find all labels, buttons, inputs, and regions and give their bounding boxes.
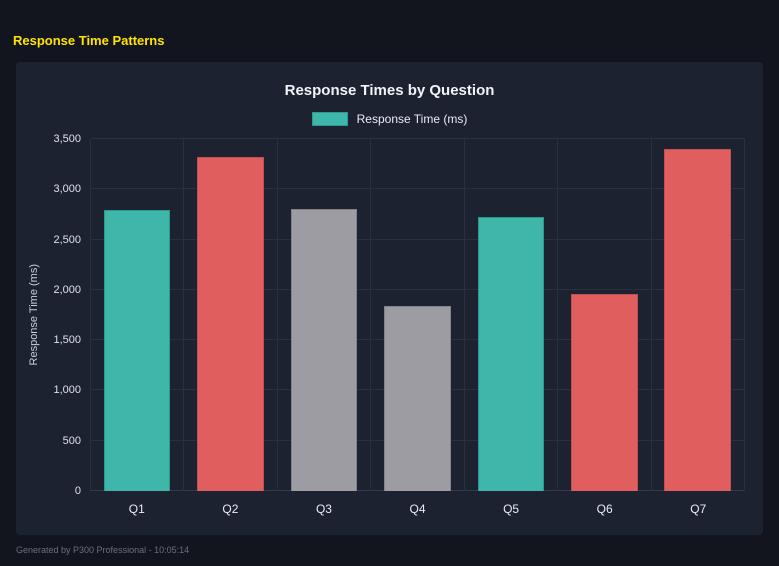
bar-q4[interactable] <box>384 305 451 491</box>
y-tick-label: 0 <box>74 485 81 497</box>
bar-column <box>652 139 745 491</box>
legend-swatch <box>311 112 348 126</box>
x-tick-label: Q1 <box>128 502 145 516</box>
y-axis: 0 500 1,000 1,500 2,000 2,500 3,000 3,500 <box>42 133 90 497</box>
y-tick-label: 1,000 <box>53 384 81 397</box>
bar-column <box>184 139 278 491</box>
bar-column <box>465 139 559 491</box>
x-tick-label: Q5 <box>503 502 520 516</box>
x-tick-label: Q4 <box>409 502 426 516</box>
bar-q3[interactable] <box>290 209 358 491</box>
bar-q2[interactable] <box>197 157 264 491</box>
chart-panel: Response Times by Question Response Time… <box>16 62 763 535</box>
chart-title: Response Times by Question <box>284 82 495 99</box>
bar-q1[interactable] <box>103 210 171 491</box>
y-tick-label: 3,000 <box>53 183 81 196</box>
gridline <box>91 138 745 139</box>
x-tick-label: Q7 <box>690 502 707 516</box>
y-tick-label: 2,500 <box>53 233 81 246</box>
plot-area <box>90 138 745 491</box>
bar-column <box>278 139 372 491</box>
bar-q5[interactable] <box>477 217 545 491</box>
gridline <box>91 188 745 190</box>
y-tick-label: 2,000 <box>53 283 81 296</box>
footer-text: Generated by P300 Professional - 10:05:1… <box>16 545 190 555</box>
bar-q6[interactable] <box>571 293 638 491</box>
y-tick-label: 3,500 <box>53 133 81 145</box>
x-tick-label: Q6 <box>596 502 613 516</box>
bar-column <box>91 139 185 491</box>
legend-label: Response Time (ms) <box>356 112 468 126</box>
bar-q7[interactable] <box>664 149 731 491</box>
bar-column <box>371 139 465 491</box>
y-tick-label: 1,500 <box>53 334 81 347</box>
x-tick-label: Q3 <box>315 502 332 516</box>
x-axis-labels: Q1 Q2 Q3 Q4 Q5 Q6 Q7 <box>90 491 745 516</box>
x-tick-label: Q2 <box>222 502 239 516</box>
y-tick-label: 500 <box>62 434 81 447</box>
page-title: Response Time Patterns <box>13 33 165 48</box>
chart-body: Response Time (ms) 0 500 1,000 1,500 2,000 2,… <box>16 133 763 497</box>
gridline <box>91 288 745 290</box>
legend-item[interactable]: Response Time (ms) <box>16 112 763 126</box>
y-axis-title: Response Time (ms) <box>28 264 40 366</box>
gridline <box>91 238 745 240</box>
bar-column <box>558 139 652 491</box>
